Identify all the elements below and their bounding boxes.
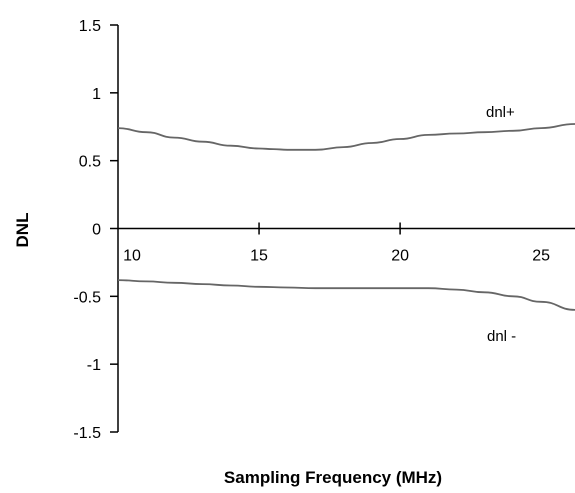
y-axis-title: DNL — [13, 213, 32, 248]
series-label-dnl-minus: dnl - — [487, 328, 516, 345]
y-tick-label: 0.5 — [79, 154, 101, 171]
y-tick-label: -1.5 — [73, 425, 101, 442]
series-label-dnl-plus: dnl+ — [486, 104, 515, 121]
axes — [117, 25, 575, 432]
y-tick-label: -1 — [87, 357, 101, 374]
y-tick-label: 1.5 — [79, 18, 101, 35]
x-tick-label: 20 — [391, 248, 409, 265]
tick-group: 1.5 1 0.5 0 -0.5 -1 -1.5 10 15 20 25 — [73, 18, 550, 442]
x-tick-label: 15 — [250, 248, 268, 265]
series-line-dnl-plus — [117, 123, 575, 151]
x-axis-title: Sampling Frequency (MHz) — [224, 468, 442, 487]
y-tick-label: -0.5 — [73, 289, 101, 306]
x-tick-label: 10 — [123, 248, 141, 265]
series-group — [117, 123, 575, 311]
x-tick-label: 25 — [532, 248, 550, 265]
y-tick-label: 1 — [92, 86, 101, 103]
y-tick-label: 0 — [92, 222, 101, 239]
series-line-dnl-minus — [117, 279, 575, 311]
